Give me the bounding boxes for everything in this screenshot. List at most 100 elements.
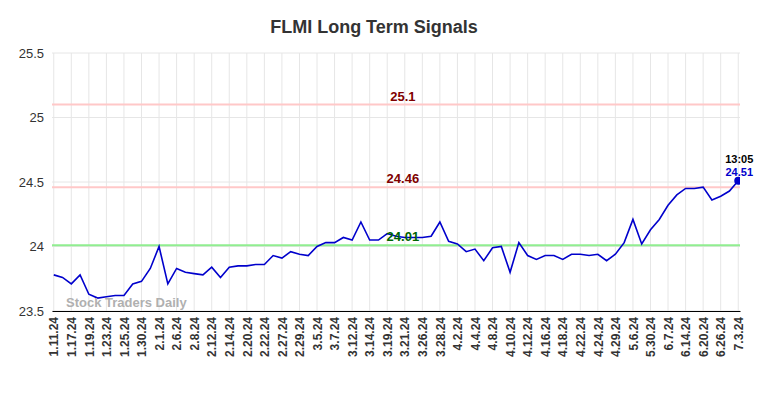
x-tick-label: 1.30.24 xyxy=(135,317,149,357)
last-point xyxy=(734,177,740,185)
x-tick: 4.10.24 xyxy=(504,311,518,357)
reference-label: 24.01 xyxy=(387,229,420,244)
x-tick: 2.1.24 xyxy=(153,311,167,350)
x-tick-label: 4.18.24 xyxy=(556,317,570,357)
x-tick-label: 2.20.24 xyxy=(241,317,255,357)
x-tick-label: 1.23.24 xyxy=(100,317,114,357)
reference-line xyxy=(52,244,740,246)
annotation-time: 13:05 xyxy=(725,153,753,165)
x-tick-label: 3.5.24 xyxy=(311,317,325,351)
x-tick-label: 1.11.24 xyxy=(47,317,61,357)
x-tick: 4.22.24 xyxy=(574,311,588,357)
x-tick: 4.16.24 xyxy=(539,311,553,357)
x-tick: 3.14.24 xyxy=(363,311,377,357)
x-tick: 1.19.24 xyxy=(83,311,97,357)
y-tick-label: 24 xyxy=(30,239,44,254)
x-tick: 4.8.24 xyxy=(486,311,500,350)
marks xyxy=(52,105,740,299)
grid-line-y xyxy=(52,311,740,312)
x-tick-label: 5.6.24 xyxy=(627,317,641,351)
x-tick-label: 6.20.24 xyxy=(697,317,711,357)
x-tick: 1.23.24 xyxy=(100,311,114,357)
x-tick: 1.30.24 xyxy=(135,311,149,357)
y-tick-label: 25 xyxy=(30,110,44,125)
x-tick: 3.19.24 xyxy=(381,311,395,357)
x-tick: 3.12.24 xyxy=(346,311,360,357)
y-tick: 25 xyxy=(30,110,52,125)
x-tick: 1.25.24 xyxy=(118,311,132,357)
y-tick-label: 25.5 xyxy=(19,46,44,61)
x-tick: 5.6.24 xyxy=(627,311,641,350)
x-tick: 6.14.24 xyxy=(679,311,693,357)
reference-label: 25.1 xyxy=(390,89,415,104)
x-axis-line xyxy=(53,311,741,312)
x-tick-label: 4.2.24 xyxy=(451,317,465,351)
x-tick-label: 2.22.24 xyxy=(258,317,272,357)
x-tick: 2.27.24 xyxy=(276,311,290,357)
x-tick-label: 1.19.24 xyxy=(83,317,97,357)
x-tick-label: 3.12.24 xyxy=(346,317,360,357)
x-tick: 4.18.24 xyxy=(556,311,570,357)
x-tick-label: 2.1.24 xyxy=(153,317,167,351)
chart-title: FLMI Long Term Signals xyxy=(270,17,478,37)
x-tick: 4.29.24 xyxy=(609,311,623,357)
x-tick-label: 3.19.24 xyxy=(381,317,395,357)
x-tick-label: 3.28.24 xyxy=(434,317,448,357)
x-tick: 7.3.24 xyxy=(732,311,746,350)
x-tick-label: 2.12.24 xyxy=(205,317,219,357)
chart-container: 25.124.4624.0113:0524.5123.52424.52525.5… xyxy=(0,0,784,398)
watermark: Stock Traders Daily xyxy=(66,295,187,310)
x-tick: 2.22.24 xyxy=(258,311,272,357)
x-tick: 6.20.24 xyxy=(697,311,711,357)
x-tick-label: 3.26.24 xyxy=(416,317,430,357)
grid-line-y xyxy=(52,117,740,118)
x-tick: 2.6.24 xyxy=(170,311,184,350)
x-tick-label: 4.29.24 xyxy=(609,317,623,357)
x-tick-label: 6.14.24 xyxy=(679,317,693,357)
grid-line-y xyxy=(52,246,740,247)
x-tick-label: 4.22.24 xyxy=(574,317,588,357)
y-tick-label: 24.5 xyxy=(19,175,44,190)
y-tick: 25.5 xyxy=(19,46,52,61)
x-tick-label: 6.26.24 xyxy=(714,317,728,357)
plot-area: 25.124.4624.0113:0524.5123.52424.52525.5… xyxy=(19,46,754,357)
x-tick: 2.14.24 xyxy=(223,311,237,357)
x-tick: 4.2.24 xyxy=(451,311,465,350)
x-tick: 2.29.24 xyxy=(293,311,307,357)
x-tick-label: 3.7.24 xyxy=(328,317,342,351)
x-tick-label: 3.14.24 xyxy=(363,317,377,357)
price-line xyxy=(54,181,738,298)
x-tick-label: 2.27.24 xyxy=(276,317,290,357)
y-tick: 23.5 xyxy=(19,304,52,319)
grid xyxy=(52,53,740,311)
y-tick: 24.5 xyxy=(19,175,52,190)
chart-svg: 25.124.4624.0113:0524.5123.52424.52525.5… xyxy=(0,0,784,398)
x-tick-label: 4.8.24 xyxy=(486,317,500,351)
x-tick-label: 1.17.24 xyxy=(65,317,79,357)
x-tick: 1.11.24 xyxy=(47,311,61,356)
y-tick: 24 xyxy=(30,239,52,254)
reference-line xyxy=(52,186,740,188)
x-tick: 6.7.24 xyxy=(662,311,676,350)
x-tick-label: 4.12.24 xyxy=(521,317,535,357)
x-tick-label: 3.21.24 xyxy=(398,317,412,357)
x-tick: 2.8.24 xyxy=(188,311,202,350)
x-axis: 1.11.24 1.17.24 1.19.241.23.24 1.25.241.30.… xyxy=(47,311,745,357)
x-tick-label: 4.10.24 xyxy=(504,317,518,357)
x-tick: 4.4.24 xyxy=(469,311,483,350)
annotation-value: 24.51 xyxy=(725,166,753,178)
x-tick: 3.21.24 xyxy=(398,311,412,357)
x-tick: 2.20.24 xyxy=(241,311,255,357)
x-tick: 2.12.24 xyxy=(205,311,219,357)
x-tick: 5.30.24 xyxy=(644,311,658,357)
x-tick-label: 6.7.24 xyxy=(662,317,676,351)
x-tick-label: 2.8.24 xyxy=(188,317,202,351)
y-axis: 23.5 24 24.5 25 25.5 xyxy=(19,46,53,319)
grid-line-y xyxy=(52,53,740,54)
x-tick-label: 2.6.24 xyxy=(170,317,184,351)
x-tick-label: 4.24.24 xyxy=(592,317,606,357)
x-tick-label: 5.30.24 xyxy=(644,317,658,357)
x-tick-label: 7.3.24 xyxy=(732,317,746,351)
x-tick: 6.26.24 xyxy=(714,311,728,357)
x-tick: 4.24.24 xyxy=(592,311,606,357)
